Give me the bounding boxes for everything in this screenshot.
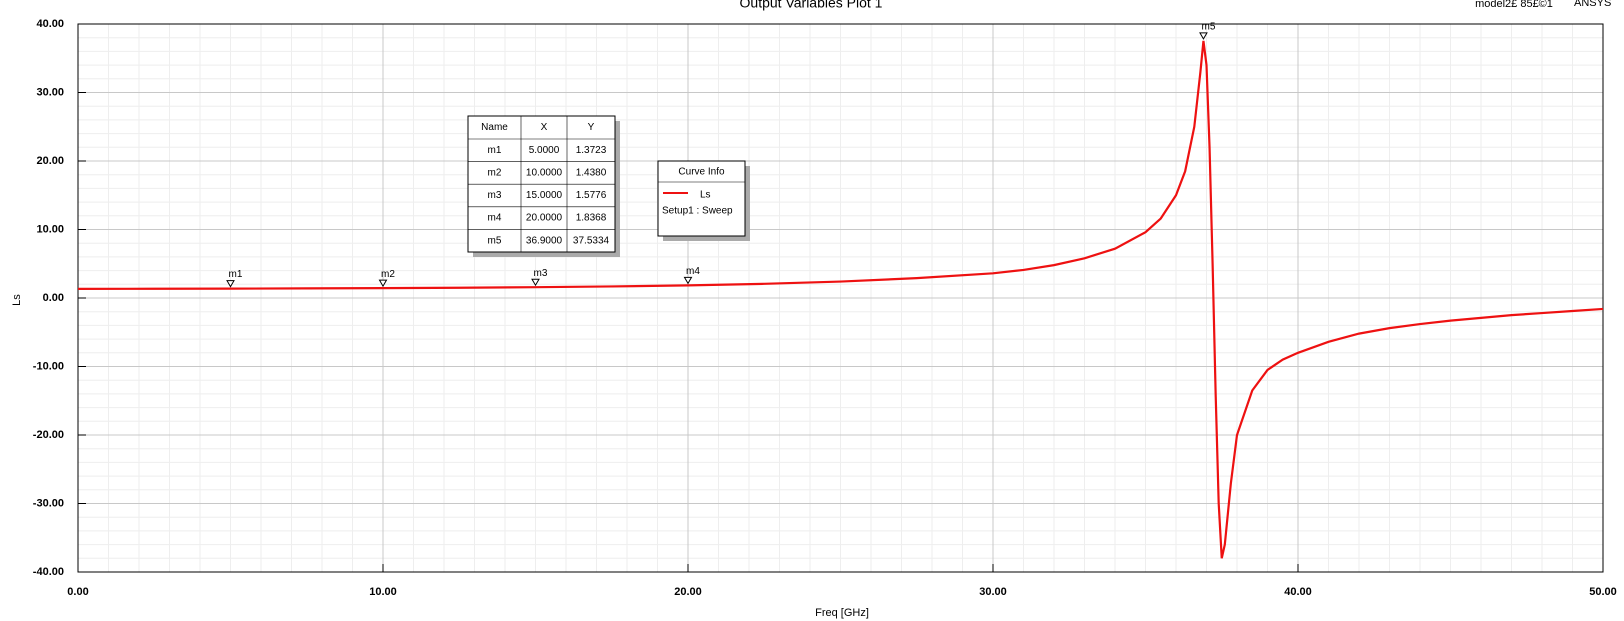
marker [531, 278, 540, 287]
y-tick-label: -40.00 [33, 566, 64, 578]
x-tick-label: 10.00 [369, 586, 397, 598]
table-header: Y [588, 122, 595, 133]
y-tick-label: -10.00 [33, 360, 64, 372]
marker [378, 279, 388, 288]
marker [683, 276, 693, 285]
marker-label: m2 [381, 269, 395, 280]
x-axis-label: Freq [GHz] [815, 607, 869, 619]
marker [1199, 32, 1208, 40]
table-cell: 1.8368 [576, 213, 607, 224]
y-tick-label: 20.00 [36, 155, 64, 167]
y-axis-label: Ls [11, 294, 23, 306]
table-cell: 1.4380 [576, 168, 607, 179]
x-tick-label: 0.00 [67, 586, 88, 598]
table-cell: 20.0000 [526, 213, 563, 224]
y-tick-label: 0.00 [43, 292, 64, 304]
y-tick-label: 40.00 [36, 18, 64, 30]
table-cell: 5.0000 [529, 145, 560, 156]
corner-text: model2£ 85£©1 [1475, 0, 1553, 10]
table-cell: m2 [488, 168, 502, 179]
table-cell: 1.5776 [576, 190, 607, 201]
x-tick-label: 40.00 [1284, 586, 1312, 598]
table-cell: 36.9000 [526, 235, 563, 246]
marker-label: m3 [534, 268, 548, 279]
y-tick-label: -30.00 [33, 497, 64, 509]
series-line [77, 40, 1604, 559]
x-tick-label: 50.00 [1589, 586, 1617, 598]
table-header: Name [481, 122, 508, 133]
corner-text: ANSYS [1574, 0, 1611, 9]
y-tick-label: -20.00 [33, 429, 64, 441]
chart-title: Output Variables Plot 1 [740, 0, 883, 11]
marker-label: m4 [686, 266, 700, 277]
marker [226, 280, 235, 288]
legend-label: Ls [700, 190, 711, 201]
y-tick-label: 30.00 [36, 86, 64, 98]
x-tick-label: 30.00 [979, 586, 1007, 598]
table-cell: 15.0000 [526, 190, 563, 201]
table-cell: 37.5334 [573, 235, 610, 246]
table-cell: m3 [488, 190, 502, 201]
table-cell: 10.0000 [526, 168, 563, 179]
plot-frame [77, 23, 1604, 573]
table-cell: m1 [488, 145, 502, 156]
legend-title: Curve Info [678, 167, 725, 178]
table-cell: m4 [488, 213, 502, 224]
legend [657, 160, 746, 237]
x-tick-label: 20.00 [674, 586, 702, 598]
table-header: X [541, 122, 548, 133]
table-cell: 1.3723 [576, 145, 607, 156]
legend-subtitle: Setup1 : Sweep [662, 206, 733, 217]
y-tick-label: 10.00 [36, 223, 64, 235]
marker-label: m1 [229, 269, 243, 280]
table-cell: m5 [488, 235, 502, 246]
marker-label: m5 [1201, 22, 1215, 33]
